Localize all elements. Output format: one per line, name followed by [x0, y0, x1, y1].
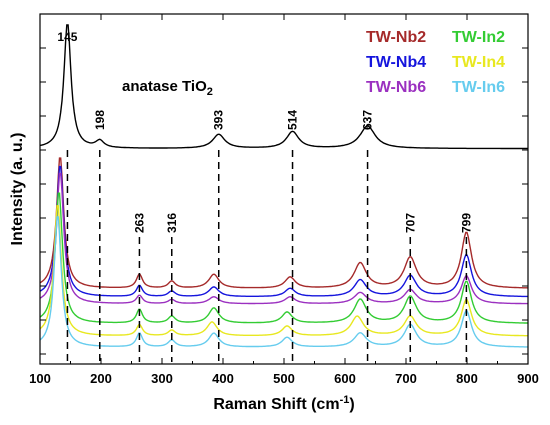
legend-item-tw-in6: TW-In6	[452, 79, 505, 96]
legend-item-tw-nb4: TW-Nb4	[366, 54, 426, 71]
x-axis-ticks: 100 200 300 400 500 600 700 800 900	[29, 14, 539, 386]
legend: TW-Nb2 TW-Nb4 TW-Nb6 TW-In2 TW-In4 TW-In6	[366, 29, 505, 96]
x-tick-label-6: 700	[395, 371, 417, 386]
sample-peak-label-0: 263	[132, 213, 146, 233]
legend-item-tw-in2: TW-In2	[452, 29, 505, 46]
sample-peak-label-2: 707	[403, 213, 417, 233]
y-axis-title: Intensity (a. u.)	[9, 133, 26, 246]
legend-item-tw-nb2: TW-Nb2	[366, 29, 426, 46]
legend-item-tw-in4: TW-In4	[452, 54, 505, 71]
sample-peak-label-1: 316	[165, 213, 179, 233]
ref-peak-label-2: 393	[212, 110, 226, 130]
spectrum-line-0	[39, 24, 528, 150]
legend-item-tw-nb6: TW-Nb6	[366, 79, 426, 96]
y-axis-ticks	[40, 47, 528, 355]
x-tick-label-5: 600	[334, 371, 356, 386]
spectrum-line-4	[39, 192, 528, 324]
spectra-group	[39, 24, 529, 348]
peak-marker-group	[66, 150, 468, 362]
spectrum-line-6	[39, 216, 528, 348]
x-tick-label-1: 200	[90, 371, 112, 386]
x-tick-label-7: 800	[456, 371, 478, 386]
spectrum-line-3	[39, 172, 528, 305]
x-tick-label-4: 500	[273, 371, 295, 386]
ref-peak-label-1: 198	[93, 110, 107, 130]
spectrum-line-5	[39, 205, 528, 337]
ref-peak-label-3: 514	[286, 110, 300, 130]
x-axis-title: Raman Shift (cm-1)	[213, 394, 354, 413]
peak-label-group: 145 198 393 514 637 263 316 707 799	[57, 30, 473, 233]
x-tick-label-2: 300	[151, 371, 173, 386]
spectrum-line-1	[39, 157, 529, 289]
sample-peak-label-3: 799	[459, 213, 473, 233]
x-tick-label-8: 900	[517, 371, 539, 386]
annotation-anatase: anatase TiO2	[122, 78, 213, 98]
spectrum-line-2	[39, 165, 529, 298]
ref-peak-label-4: 637	[361, 110, 375, 130]
x-tick-label-0: 100	[29, 371, 51, 386]
x-tick-label-3: 400	[212, 371, 234, 386]
ref-peak-label-0: 145	[57, 30, 77, 44]
